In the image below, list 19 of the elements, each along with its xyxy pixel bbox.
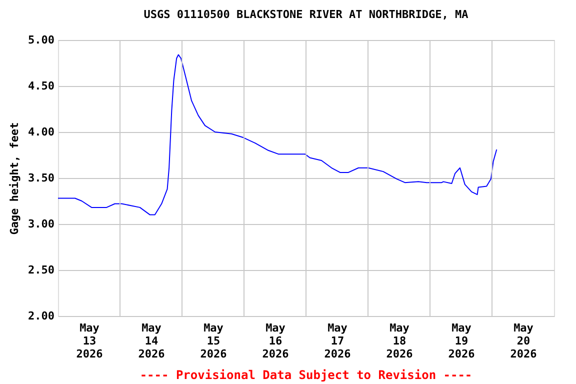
y-tick-label: 2.00 xyxy=(28,310,54,322)
x-tick-label: May 15 2026 xyxy=(200,322,228,360)
y-tick-label: 3.50 xyxy=(28,172,54,184)
y-tick-label: 2.50 xyxy=(28,264,54,276)
y-tick-label: 3.00 xyxy=(28,218,54,230)
x-tick-label: May 16 2026 xyxy=(262,322,290,360)
y-tick-label: 4.00 xyxy=(28,126,54,138)
text: ---- Provisional Data Subject to Revision ---- xyxy=(140,368,472,382)
line-series xyxy=(58,54,498,216)
x-tick-label: May 14 2026 xyxy=(138,322,166,360)
x-tick-label: May 20 2026 xyxy=(510,322,538,360)
y-axis-title: Gage height, feet xyxy=(8,122,22,235)
y-tick-label: 5.00 xyxy=(28,34,54,46)
x-tick-label: May 18 2026 xyxy=(386,322,414,360)
x-tick-label: May 17 2026 xyxy=(324,322,352,360)
x-tick-label: May 13 2026 xyxy=(76,322,104,360)
x-tick-label: May 19 2026 xyxy=(448,322,476,360)
y-tick-label: 4.50 xyxy=(28,80,54,92)
chart-title: USGS 01110500 BLACKSTONE RIVER AT NORTHBRIDGE, MA xyxy=(144,8,469,21)
